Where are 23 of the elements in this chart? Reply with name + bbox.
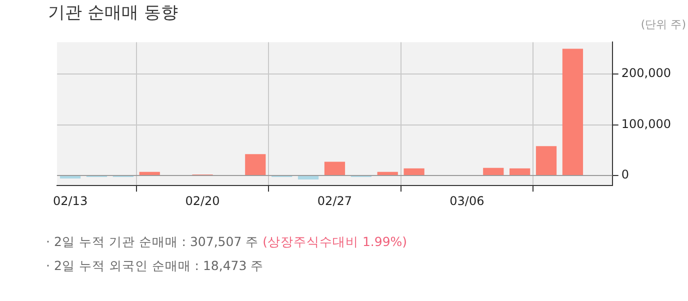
bar: [536, 146, 557, 175]
x-tick-label: 03/06: [450, 194, 484, 208]
x-tick-label: 02/13: [52, 194, 88, 208]
bar: [60, 176, 81, 179]
bar: [298, 176, 319, 180]
bar: [510, 168, 530, 175]
text: · 2일 누적 외국인 순매매 : 18,473 주: [46, 258, 264, 275]
bar: [377, 172, 398, 175]
text: (단위 주): [640, 17, 686, 32]
x-tick-label: 02/27: [317, 194, 352, 208]
bar: [139, 172, 160, 175]
y-tick-label: 100,000: [621, 116, 671, 131]
bar: [324, 162, 346, 175]
bar: [562, 48, 584, 175]
bar: [483, 168, 504, 175]
bar: [245, 154, 266, 175]
text: (상장주식수대비 1.99%): [262, 234, 408, 249]
chart-title: 기관 순매매 동향: [48, 2, 178, 24]
x-tick-label: 02/20: [185, 194, 220, 208]
y-tick-label: 200,000: [621, 66, 671, 80]
y-tick-label: 0: [621, 168, 630, 182]
text: · 2일 누적 기관 순매매 : 307,507 주: [46, 234, 260, 249]
bar: [404, 168, 424, 175]
